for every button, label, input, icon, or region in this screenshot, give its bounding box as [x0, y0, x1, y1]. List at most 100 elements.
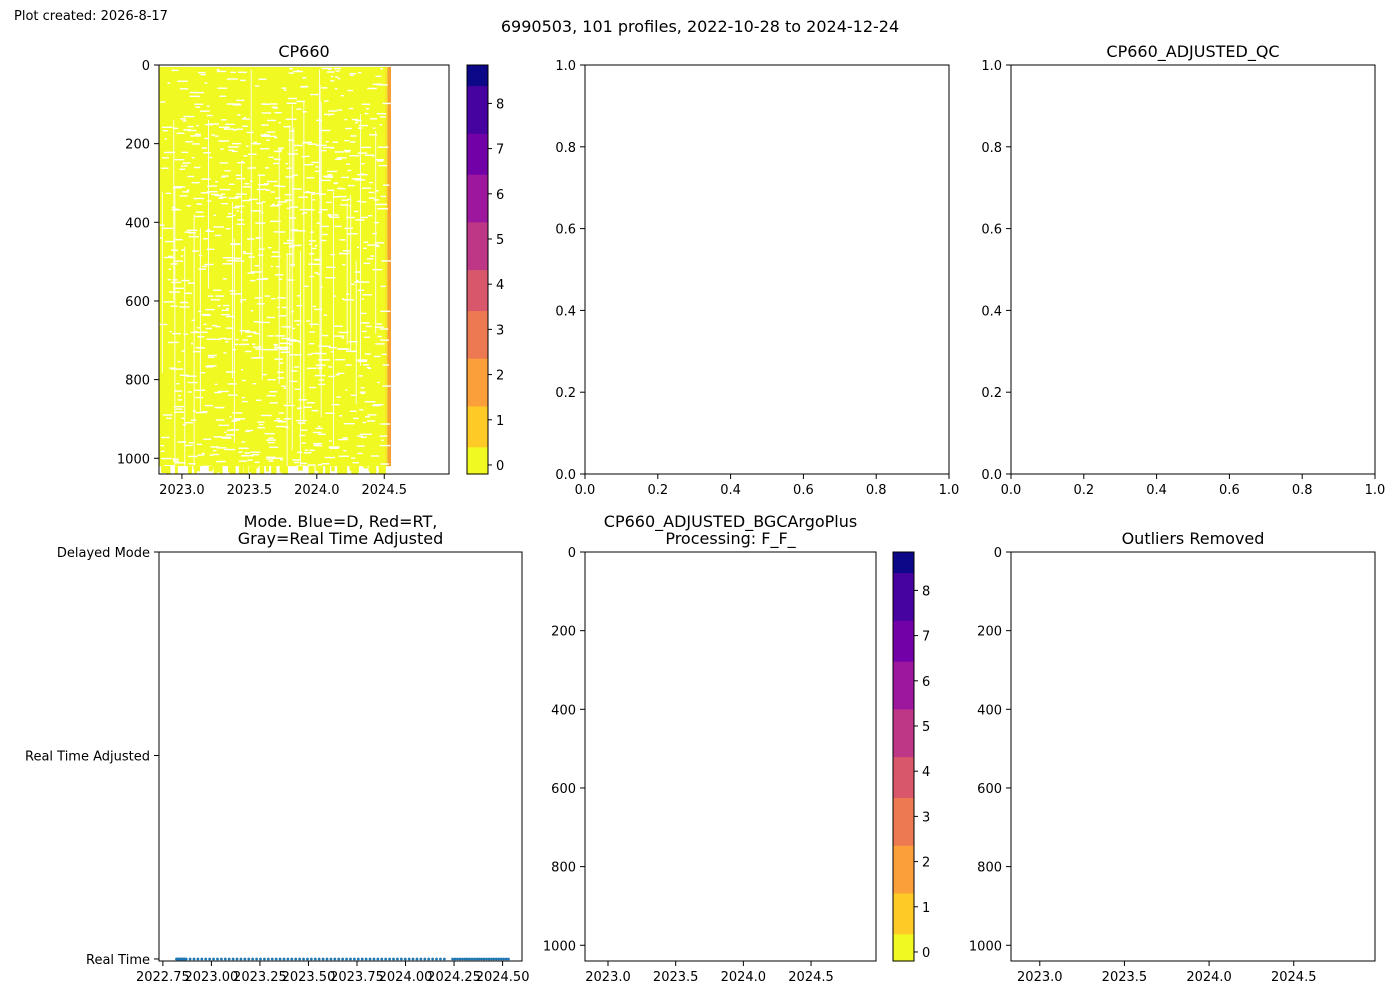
data-gap: [269, 446, 279, 448]
mode-point: [475, 957, 479, 961]
colorbar-segment: [893, 729, 914, 737]
data-gap: [324, 100, 329, 102]
data-gap: [321, 239, 327, 242]
data-gap: [187, 129, 197, 132]
data-gap: [375, 245, 380, 247]
data-gap: [308, 240, 316, 242]
mode-point: [499, 957, 503, 961]
data-gap: [264, 433, 275, 435]
data-gap: [242, 339, 249, 341]
data-gap: [210, 446, 219, 448]
data-gap: [203, 192, 210, 194]
data-gap: [337, 372, 345, 375]
data-gap: [268, 460, 274, 462]
data-gap: [301, 442, 306, 444]
data-gap: [174, 186, 186, 188]
data-gap: [225, 341, 229, 343]
data-gap: [360, 436, 367, 438]
mode-point: [282, 957, 286, 961]
data-gap: [301, 213, 305, 215]
data-gap: [335, 359, 346, 361]
data-gap: [336, 157, 347, 159]
data-gap: [205, 327, 212, 330]
y-tick-label: 800: [977, 861, 1002, 876]
data-gap: [203, 438, 212, 440]
data-gap: [347, 184, 355, 187]
data-gap: [262, 147, 270, 150]
data-gap: [262, 201, 266, 203]
data-gap: [204, 263, 214, 266]
mode-point: [227, 957, 231, 961]
colorbar-segment: [467, 283, 488, 291]
data-gap: [181, 279, 190, 282]
data-gap: [332, 214, 339, 216]
data-gap: [296, 419, 307, 422]
colorbar-segment: [893, 858, 914, 867]
deep-sample: [319, 466, 324, 474]
colorbar-segment: [467, 419, 488, 427]
data-gap: [242, 186, 251, 188]
data-gap: [218, 390, 229, 393]
data-gap: [226, 259, 235, 262]
data-gap: [287, 279, 295, 281]
data-gap: [206, 248, 215, 251]
data-gap: [168, 268, 172, 270]
data-gap: [177, 441, 187, 443]
data-gap: [345, 293, 350, 295]
data-gap: [363, 241, 369, 243]
data-gap: [241, 343, 250, 346]
mode-point: [480, 957, 484, 961]
mode-point: [317, 957, 321, 961]
data-gap: [316, 119, 323, 122]
data-gap: [174, 411, 185, 413]
data-gap: [182, 120, 187, 122]
data-gap: [287, 97, 298, 100]
data-gap: [243, 116, 246, 119]
data-gap: [324, 176, 334, 178]
data-gap: [323, 146, 334, 149]
colorbar-segment: [467, 405, 488, 414]
colorbar-segment: [893, 633, 914, 642]
colorbar-segment: [467, 85, 488, 93]
mode-point: [431, 957, 435, 961]
data-gap: [225, 123, 235, 126]
data-gap: [180, 118, 187, 120]
colorbar-tick-label: 7: [496, 143, 504, 158]
data-gap: [356, 359, 368, 361]
data-gap: [177, 80, 188, 82]
data-gap: [170, 263, 174, 265]
data-gap: [256, 236, 262, 239]
data-gap: [175, 368, 184, 370]
data-gap: [162, 227, 174, 230]
data-gap: [240, 299, 247, 301]
data-gap: [269, 220, 281, 223]
data-gap: [316, 222, 321, 224]
data-gap: [361, 216, 369, 219]
data-gap: [218, 126, 230, 128]
data-gap: [317, 464, 323, 466]
data-gap-seam: [261, 201, 263, 381]
data-gap: [326, 201, 332, 204]
data-gap: [271, 251, 280, 253]
data-gap: [372, 87, 375, 90]
data-gap: [255, 348, 262, 350]
data-gap: [218, 460, 226, 463]
colorbar-segment: [467, 364, 488, 373]
deep-sample: [194, 466, 197, 474]
colorbar-segment: [893, 831, 914, 839]
data-gap: [225, 327, 234, 329]
data-gap: [349, 410, 357, 412]
data-gap: [335, 76, 339, 78]
y-tick-label: 0.4: [981, 304, 1002, 319]
data-gap: [304, 209, 315, 211]
data-gap: [196, 203, 200, 205]
data-gap: [373, 199, 380, 201]
deep-sample: [284, 466, 289, 474]
colorbar-segment: [893, 552, 914, 560]
mode-point: [251, 957, 255, 961]
data-gap: [312, 199, 316, 201]
data-gap: [172, 460, 177, 462]
mode-point: [427, 957, 431, 961]
data-gap: [171, 69, 179, 72]
